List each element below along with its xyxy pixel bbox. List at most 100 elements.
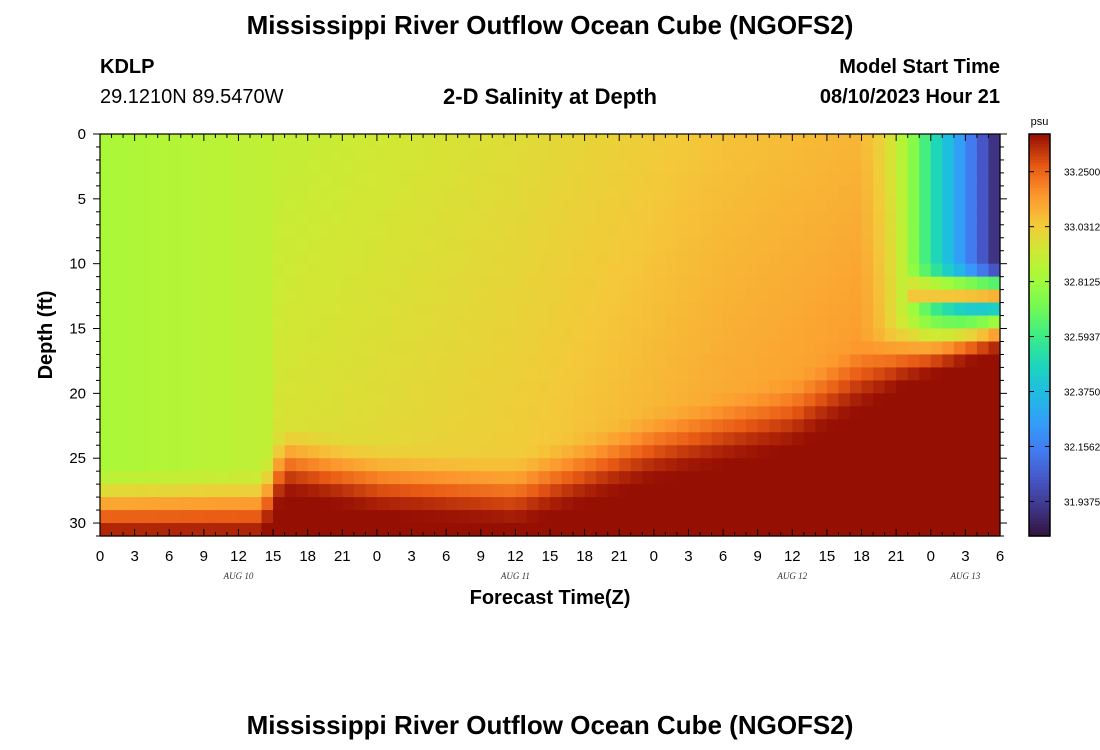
heatmap-cell — [469, 237, 482, 252]
heatmap-cell — [861, 484, 874, 498]
heatmap-cell — [723, 198, 736, 213]
heatmap-cell — [503, 406, 516, 420]
heatmap-cell — [815, 497, 828, 511]
heatmap-cell — [434, 250, 447, 265]
heatmap-cell — [388, 523, 401, 537]
heatmap-cell — [930, 367, 943, 381]
heatmap-cell — [434, 393, 447, 407]
heatmap-cell — [676, 354, 690, 369]
heatmap-cell — [157, 289, 170, 304]
heatmap-cell — [780, 393, 793, 407]
heatmap-cell — [273, 432, 286, 446]
heatmap-cell — [100, 328, 113, 343]
heatmap-cell — [561, 367, 574, 381]
heatmap-cell — [769, 497, 782, 511]
heatmap-cell — [826, 146, 840, 161]
heatmap-cell — [123, 341, 136, 356]
heatmap-cell — [757, 367, 770, 381]
heatmap-cell — [469, 406, 482, 420]
heatmap-cell — [169, 484, 182, 498]
heatmap-cell — [665, 224, 678, 239]
heatmap-cell — [907, 380, 920, 394]
heatmap-cell — [365, 185, 378, 200]
heatmap-cell — [284, 134, 297, 148]
heatmap-cell — [434, 276, 447, 291]
colorbar-segment — [1029, 344, 1050, 349]
heatmap-cell — [884, 445, 897, 459]
heatmap-cell — [169, 250, 182, 265]
heatmap-cell — [826, 341, 840, 356]
heatmap-cell — [180, 134, 193, 148]
heatmap-cell — [919, 354, 932, 369]
heatmap-cell — [134, 211, 147, 226]
heatmap-cell — [480, 302, 493, 317]
heatmap-cell — [861, 367, 874, 381]
heatmap-cell — [976, 393, 990, 407]
heatmap-cell — [607, 328, 620, 343]
heatmap-cell — [423, 134, 436, 148]
heatmap-cell — [388, 250, 401, 265]
colorbar-segment — [1029, 526, 1050, 531]
heatmap-cell — [942, 484, 955, 498]
heatmap-cell — [803, 185, 816, 200]
heatmap-cell — [930, 302, 943, 317]
heatmap-cell — [676, 198, 690, 213]
chart-title-repeat: Mississippi River Outflow Ocean Cube (NG… — [246, 710, 854, 740]
heatmap-cell — [123, 393, 136, 407]
heatmap-cell — [376, 393, 390, 407]
heatmap-cell — [146, 471, 159, 485]
heatmap-cell — [226, 458, 240, 472]
heatmap-cell — [342, 302, 355, 317]
heatmap-cell — [665, 328, 678, 343]
heatmap-cell — [873, 458, 886, 472]
heatmap-cell — [653, 146, 666, 161]
x-tick-label: 21 — [334, 548, 351, 565]
heatmap-cell — [757, 406, 770, 420]
heatmap-cell — [884, 185, 897, 200]
heatmap-cell — [215, 406, 228, 420]
heatmap-cell — [353, 224, 366, 239]
x-tick-label: 6 — [996, 548, 1004, 565]
heatmap-cell — [538, 354, 551, 369]
heatmap-cell — [111, 146, 124, 161]
heatmap-cell — [457, 445, 470, 459]
heatmap-cell — [965, 445, 978, 459]
heatmap-cell — [826, 471, 840, 485]
heatmap-cell — [400, 146, 413, 161]
heatmap-cell — [100, 211, 113, 226]
heatmap-cell — [400, 263, 413, 278]
heatmap-cell — [723, 471, 736, 485]
chart-subtitle: 2-D Salinity at Depth — [443, 84, 657, 109]
heatmap-cell — [515, 159, 528, 174]
heatmap-cell — [988, 354, 1001, 369]
heatmap-cell — [676, 237, 690, 252]
heatmap-cell — [769, 471, 782, 485]
heatmap-cell — [250, 406, 263, 420]
heatmap-cell — [192, 497, 205, 511]
heatmap-cell — [480, 146, 493, 161]
heatmap-cell — [596, 224, 609, 239]
heatmap-cell — [642, 341, 655, 356]
heatmap-cell — [665, 263, 678, 278]
heatmap-cell — [976, 185, 990, 200]
heatmap-cell — [319, 367, 332, 381]
heatmap-cell — [573, 393, 586, 407]
heatmap-cell — [861, 276, 874, 291]
heatmap-cell — [434, 134, 447, 148]
heatmap-cell — [284, 458, 297, 472]
heatmap-cell — [434, 471, 447, 485]
heatmap-cell — [561, 289, 574, 304]
heatmap-cell — [215, 354, 228, 369]
heatmap-cell — [930, 224, 943, 239]
heatmap-cell — [319, 328, 332, 343]
colorbar-tick-label: 33.0312 — [1064, 223, 1100, 234]
heatmap-cell — [688, 380, 701, 394]
heatmap-cell — [480, 393, 493, 407]
heatmap-cell — [261, 367, 274, 381]
heatmap-cell — [192, 185, 205, 200]
x-tick-label: 6 — [442, 548, 450, 565]
heatmap-cell — [584, 146, 597, 161]
heatmap-cell — [838, 172, 851, 187]
heatmap-cell — [353, 276, 366, 291]
heatmap-cell — [757, 445, 770, 459]
